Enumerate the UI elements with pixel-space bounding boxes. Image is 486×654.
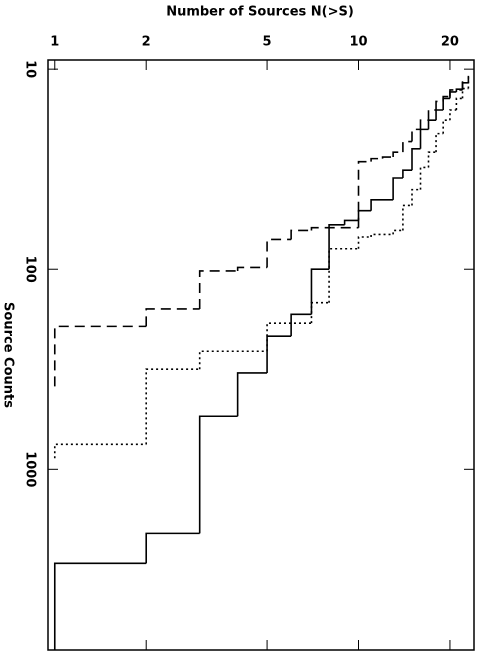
step-segment bbox=[198, 270, 238, 309]
step-segment bbox=[145, 308, 200, 327]
step-segment bbox=[236, 372, 268, 417]
step-segment bbox=[435, 132, 444, 153]
step-segment bbox=[419, 128, 429, 149]
step-segment bbox=[427, 119, 437, 130]
step-segment bbox=[357, 160, 372, 228]
step-segment bbox=[310, 268, 330, 315]
step-segment bbox=[53, 325, 147, 387]
step-segment bbox=[392, 151, 403, 158]
plot-frame bbox=[47, 59, 475, 651]
step-segment bbox=[328, 247, 359, 303]
step-segment bbox=[442, 119, 450, 134]
step-segment bbox=[419, 166, 429, 190]
step-segment bbox=[198, 350, 268, 370]
y-tick-label: 1000 bbox=[23, 451, 38, 487]
step-segment bbox=[411, 147, 421, 171]
step-segment bbox=[449, 109, 457, 121]
step-segment bbox=[461, 87, 469, 99]
step-segment bbox=[392, 229, 403, 235]
y-axis-label: Source Counts bbox=[1, 302, 16, 408]
step-segment bbox=[381, 156, 394, 159]
x-tick-label: 20 bbox=[441, 35, 459, 50]
step-segment bbox=[455, 97, 463, 110]
step-segment bbox=[290, 313, 312, 337]
y-tick-label: 10 bbox=[23, 60, 38, 78]
step-segment bbox=[392, 177, 403, 200]
x-tick-label: 1 bbox=[50, 35, 59, 50]
y-tick-label: 100 bbox=[23, 256, 38, 283]
step-segment bbox=[442, 95, 450, 102]
step-segment bbox=[290, 229, 312, 240]
step-segment bbox=[145, 532, 200, 564]
step-segment bbox=[370, 233, 394, 237]
step-segment bbox=[53, 562, 147, 650]
step-segment bbox=[427, 151, 437, 168]
step-segment bbox=[402, 204, 412, 231]
step-segment bbox=[435, 109, 444, 121]
step-segment bbox=[53, 443, 147, 459]
step-segment bbox=[236, 266, 268, 271]
step-segment bbox=[449, 91, 457, 99]
step-segment bbox=[145, 368, 200, 445]
step-segment bbox=[266, 238, 292, 268]
step-segment bbox=[442, 97, 450, 110]
x-tick-label: 10 bbox=[349, 35, 367, 50]
step-segment bbox=[370, 199, 394, 211]
step-segment bbox=[411, 188, 421, 206]
step-segment bbox=[427, 109, 437, 121]
step-segment bbox=[449, 89, 463, 97]
x-tick-label: 5 bbox=[263, 35, 272, 50]
step-segment bbox=[435, 100, 444, 110]
step-segment bbox=[370, 157, 383, 162]
step-segment bbox=[419, 119, 429, 130]
step-segment bbox=[343, 219, 359, 225]
step-segment bbox=[310, 301, 330, 324]
step-segment bbox=[266, 335, 292, 373]
step-segment bbox=[357, 209, 372, 221]
step-segment bbox=[411, 128, 421, 142]
step-segment bbox=[266, 322, 312, 352]
x-tick-label: 2 bbox=[142, 35, 151, 50]
step-segment bbox=[328, 224, 345, 270]
step-segment bbox=[357, 236, 372, 249]
step-segment bbox=[402, 140, 412, 153]
step-segment bbox=[402, 169, 412, 179]
chart-title: Number of Sources N(>S) bbox=[166, 5, 354, 20]
step-segment bbox=[198, 415, 238, 534]
step-segment bbox=[310, 226, 359, 231]
